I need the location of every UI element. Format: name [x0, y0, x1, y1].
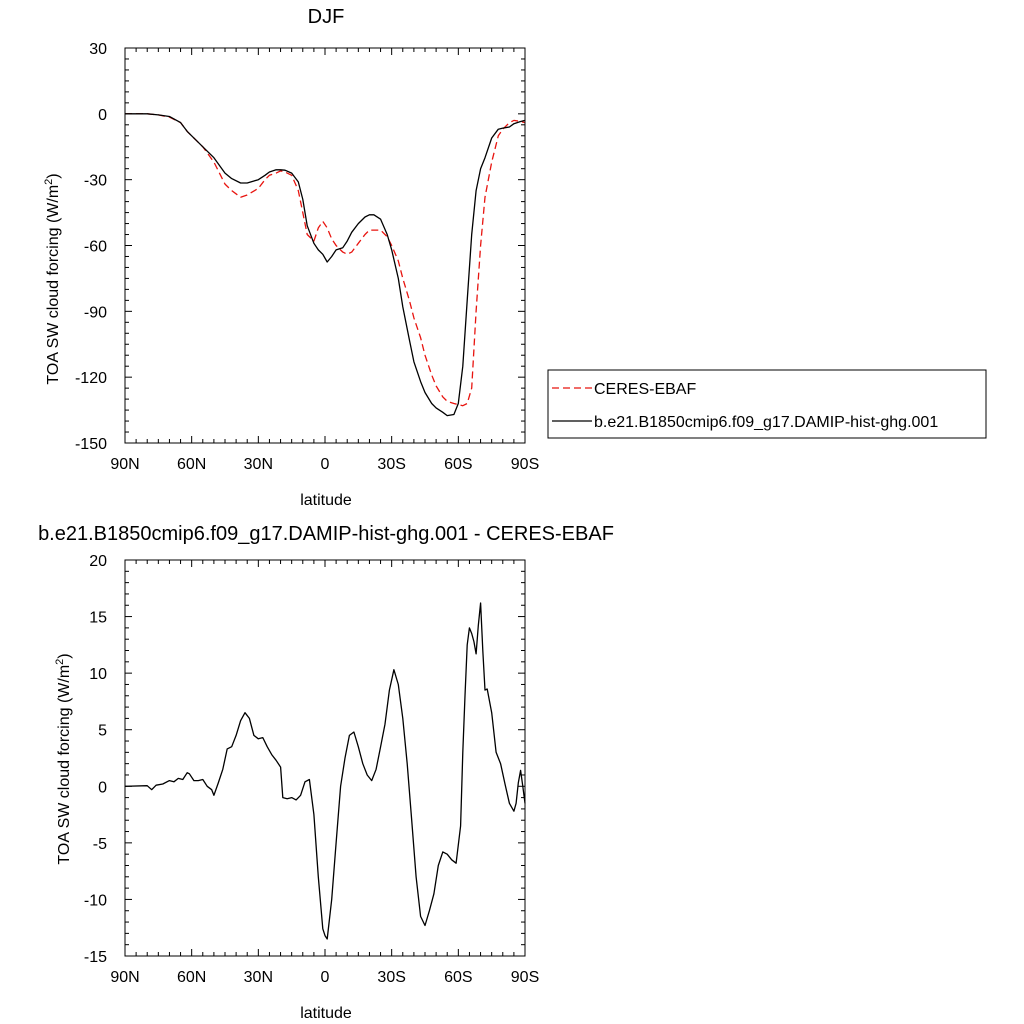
- bottom-chart-title: b.e21.B1850cmip6.f09_g17.DAMIP-hist-ghg.…: [38, 523, 614, 545]
- svg-text:TOA SW cloud forcing (W/m2): TOA SW cloud forcing (W/m2): [54, 653, 73, 864]
- top-xtick-label: 30N: [244, 456, 273, 473]
- bottom-ytick-label: -10: [84, 892, 107, 909]
- bottom-xtick-label: 60S: [444, 969, 472, 986]
- top-x-axis-label: latitude: [300, 492, 352, 509]
- bottom-y-axis-label: TOA SW cloud forcing (W/m2): [54, 653, 73, 864]
- top-xtick-label: 0: [321, 456, 330, 473]
- bottom-series: [124, 602, 526, 940]
- top-xtick-label: 90S: [511, 456, 539, 473]
- bottom-ytick-label: 20: [89, 553, 107, 570]
- bottom-ytick-label: 5: [98, 723, 107, 740]
- top-ytick-label: -90: [84, 304, 107, 321]
- legend-label-ceres: CERES-EBAF: [594, 381, 696, 398]
- top-xtick-label: 60S: [444, 456, 472, 473]
- top-xtick-label: 60N: [177, 456, 206, 473]
- top-ytick-label: 30: [89, 41, 107, 58]
- bottom-tick-labels: 90N 60N 30N 0 30S 60S 90S 20 15 10 5 0 -5 -10 -15: [84, 553, 539, 986]
- top-axis-ticks: [124, 47, 526, 444]
- top-ytick-label: -150: [75, 436, 107, 453]
- legend: CERES-EBAF b.e21.B1850cmip6.f09_g17.DAMI…: [547, 369, 987, 439]
- top-xtick-label: 90N: [110, 456, 139, 473]
- bottom-ylabel-close: ): [56, 653, 73, 658]
- bottom-ytick-label: 0: [98, 779, 107, 796]
- bottom-xtick-label: 90S: [511, 969, 539, 986]
- top-xtick-label: 30S: [377, 456, 405, 473]
- bottom-xtick-label: 90N: [110, 969, 139, 986]
- top-chart-title: DJF: [308, 6, 345, 28]
- top-series: [125, 113, 526, 417]
- top-ytick-label: -30: [84, 173, 107, 190]
- legend-label-model: b.e21.B1850cmip6.f09_g17.DAMIP-hist-ghg.…: [594, 414, 938, 431]
- top-ytick-label: 0: [98, 107, 107, 124]
- bottom-ytick-label: -15: [84, 949, 107, 966]
- bottom-ylabel-superscript: 2: [54, 659, 66, 665]
- bottom-ytick-label: 10: [89, 666, 107, 683]
- svg-text:TOA SW cloud forcing (W/m2): TOA SW cloud forcing (W/m2): [43, 173, 62, 384]
- top-ytick-label: -60: [84, 239, 107, 256]
- top-series-line-a: [125, 113, 526, 407]
- bottom-xtick-label: 30N: [244, 969, 273, 986]
- top-panel: DJF TOA SW cloud forcing (W/m2) latitude…: [43, 6, 987, 509]
- bottom-xtick-label: 30S: [377, 969, 405, 986]
- bottom-series-line-a: [124, 602, 526, 940]
- top-ylabel-superscript: 2: [43, 179, 55, 185]
- top-ylabel-text: TOA SW cloud forcing (W/m: [45, 185, 62, 385]
- top-plot-frame: [124, 47, 526, 444]
- top-ytick-label: -120: [75, 370, 107, 387]
- bottom-plot-frame: [124, 559, 526, 957]
- legend-box: [547, 369, 987, 439]
- top-tick-labels: 90N 60N 30N 0 30S 60S 90S 30 0 -30 -60 -90 -120 -150: [75, 41, 539, 473]
- bottom-panel: b.e21.B1850cmip6.f09_g17.DAMIP-hist-ghg.…: [38, 523, 614, 1022]
- bottom-axis-ticks: [124, 559, 526, 957]
- bottom-ytick-label: 15: [89, 610, 107, 627]
- bottom-ytick-label: -5: [93, 836, 107, 853]
- bottom-xtick-label: 60N: [177, 969, 206, 986]
- top-ylabel-close: ): [45, 173, 62, 178]
- top-y-axis-label: TOA SW cloud forcing (W/m2): [43, 173, 62, 384]
- bottom-ylabel-text: TOA SW cloud forcing (W/m: [56, 665, 73, 865]
- bottom-xtick-label: 0: [321, 969, 330, 986]
- bottom-x-axis-label: latitude: [300, 1005, 352, 1022]
- top-series-line-b: [125, 113, 526, 417]
